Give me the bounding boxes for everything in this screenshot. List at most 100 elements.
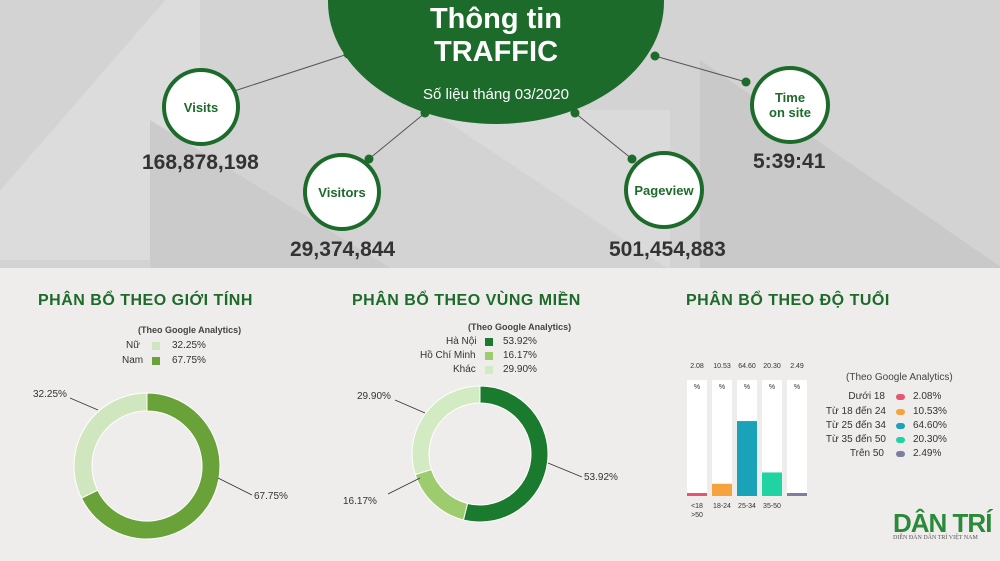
region-donut-slice-1 (414, 468, 469, 521)
age-bar-chart: 2.08% <18 >50 10.53% 18-24 64.60% 25-34 20.30% 3… (687, 363, 807, 519)
region-slice-label-hcm: 16.17% (343, 496, 377, 507)
age-bar-unit-label: % (794, 384, 800, 391)
region-donut-slice-0 (462, 385, 549, 523)
age-bar-top-label: 20.30 (763, 363, 781, 370)
visits-value: 168,878,198 (142, 151, 259, 174)
age-bar-track (687, 380, 707, 496)
age-bar-top-label: 10.53 (713, 363, 731, 370)
region-donut-chart (411, 385, 549, 523)
age-bar-track (712, 380, 732, 496)
pageview-label: Pageview (634, 182, 694, 198)
connector-dot (627, 154, 637, 164)
age-bar-tick-label: >50 (691, 512, 703, 519)
page-title-line2: TRAFFIC (433, 36, 559, 68)
region-legend-swatch-hanoi (485, 338, 493, 346)
region-donut-slice-2 (411, 385, 481, 476)
dantri-logo-tagline: DIỄN ĐÀN DÂN TRÍ VIỆT NAM (893, 535, 978, 541)
visitors-value: 29,374,844 (290, 238, 396, 261)
age-bar-tick-label: 35-50 (763, 503, 781, 510)
time-on-site-bubble: Time on site (750, 66, 830, 144)
region-legend-value-hcm: 16.17% (503, 350, 537, 361)
gender-slice-label-male: 67.75% (254, 491, 288, 502)
age-legend-value: 2.08% (913, 391, 942, 402)
region-legend-value-other: 29.90% (503, 364, 537, 375)
age-legend-swatch (896, 437, 905, 443)
connector-line (227, 53, 349, 94)
age-legend-value: 64.60% (913, 420, 947, 431)
age-bar-unit-label: % (744, 384, 750, 391)
gender-donut-chart (73, 392, 221, 540)
background-facet (700, 60, 1000, 268)
gender-source-note: (Theo Google Analytics) (138, 325, 242, 335)
age-bar-unit-label: % (769, 384, 775, 391)
age-bar-track (787, 380, 807, 496)
gender-donut-slice-1 (80, 392, 221, 540)
region-legend-swatch-hcm (485, 352, 493, 360)
age-bar-tick-label: 25-34 (738, 503, 756, 510)
gender-legend-value-female: 32.25% (172, 340, 206, 351)
time-on-site-value: 5:39:41 (753, 150, 826, 173)
age-bar-top-label: 64.60 (738, 363, 756, 370)
age-bar-fill (787, 493, 807, 496)
gender-slice-label-female: 32.25% (33, 389, 67, 400)
time-on-site-label-line1: Time (774, 90, 806, 105)
visitors-label: Visitors (318, 184, 366, 200)
age-legend-label: Trên 50 (849, 448, 884, 459)
age-chart-title: PHÂN BỔ THEO ĐỘ TUỔI (686, 292, 890, 309)
region-chart-title: PHÂN BỔ THEO VÙNG MIỀN (352, 292, 581, 309)
age-legend-label: Từ 35 đến 50 (825, 434, 886, 445)
age-legend-label: Từ 18 đến 24 (825, 406, 886, 417)
gender-donut-slice-0 (73, 392, 148, 499)
age-legend-value: 20.30% (913, 434, 947, 445)
region-legend-value-hanoi: 53.92% (503, 336, 537, 347)
age-bar-tick-label: 18-24 (713, 503, 731, 510)
region-legend-swatch-other (485, 366, 493, 374)
traffic-header-area: Thông tin TRAFFIC Số liệu tháng 03/2020 … (0, 0, 1000, 268)
region-source-note: (Theo Google Analytics) (468, 322, 572, 332)
age-legend-label: Từ 25 đến 34 (825, 420, 886, 431)
age-legend-value: 2.49% (913, 448, 942, 459)
pageview-value: 501,454,883 (609, 238, 726, 261)
gender-legend-swatch-female (152, 342, 160, 350)
connector-dot (650, 51, 660, 61)
age-legend-swatch (896, 394, 905, 400)
age-source-note: (Theo Google Analytics) (846, 372, 953, 383)
region-legend-label-other: Khác (453, 364, 476, 375)
visits-bubble: Visits (162, 68, 240, 146)
age-bar-unit-label: % (719, 384, 725, 391)
page-subtitle: Số liệu tháng 03/2020 (423, 86, 569, 103)
age-bar-unit-label: % (694, 384, 700, 391)
region-slice-label-other: 29.90% (357, 391, 391, 402)
age-bar-fill (762, 472, 782, 496)
age-legend-value: 10.53% (913, 406, 947, 417)
age-bar-fill (687, 493, 707, 496)
connector-line (574, 112, 633, 160)
gender-chart-title: PHÂN BỔ THEO GIỚI TÍNH (38, 292, 253, 309)
pageview-bubble: Pageview (624, 151, 704, 229)
visitors-bubble: Visitors (303, 153, 381, 231)
dantri-logo: DÂN TRÍ (893, 508, 992, 538)
connector-line (654, 55, 747, 83)
region-slice-label-hanoi: 53.92% (584, 472, 618, 483)
region-legend-label-hanoi: Hà Nội (446, 336, 477, 347)
age-bar-top-label: 2.49 (790, 363, 804, 370)
age-legend-swatch (896, 423, 905, 429)
gender-legend-label-female: Nữ (126, 340, 140, 351)
age-bar-top-label: 2.08 (690, 363, 704, 370)
time-on-site-label-line2: on site (769, 105, 811, 120)
visits-label: Visits (183, 99, 219, 115)
age-legend-label: Dưới 18 (848, 391, 885, 402)
age-bar-tick-label: <18 (691, 503, 703, 510)
age-legend-swatch (896, 409, 905, 415)
connector-dot (570, 108, 580, 118)
connector-line (368, 112, 426, 160)
connector-dot (741, 77, 751, 87)
region-legend-label-hcm: Hồ Chí Minh (420, 350, 476, 361)
gender-legend-label-male: Nam (122, 355, 144, 366)
age-legend-swatch (896, 451, 905, 457)
page-title-line1: Thông tin (429, 3, 563, 35)
age-bar-fill (712, 483, 732, 496)
age-bar-track (762, 380, 782, 496)
gender-legend-swatch-male (152, 357, 160, 365)
gender-legend-value-male: 67.75% (172, 355, 206, 366)
